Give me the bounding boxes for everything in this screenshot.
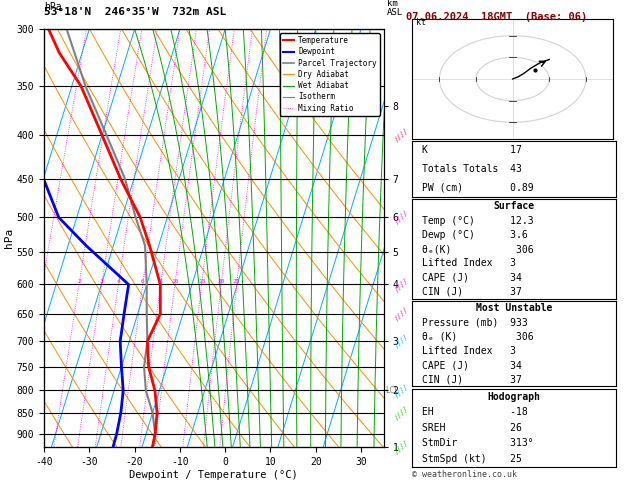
Text: 25: 25 xyxy=(233,279,240,284)
Text: 3: 3 xyxy=(100,279,104,284)
Text: ////: //// xyxy=(393,382,409,399)
Text: StmSpd (kt)    25: StmSpd (kt) 25 xyxy=(422,454,522,464)
Text: 53°18'N  246°35'W  732m ASL: 53°18'N 246°35'W 732m ASL xyxy=(44,7,226,17)
Text: kt: kt xyxy=(416,18,426,27)
Text: Lifted Index   3: Lifted Index 3 xyxy=(422,258,516,268)
Text: ////: //// xyxy=(393,306,409,322)
Text: SREH           26: SREH 26 xyxy=(422,423,522,433)
Text: CAPE (J)       34: CAPE (J) 34 xyxy=(422,360,522,370)
Text: 8: 8 xyxy=(159,279,162,284)
Text: Totals Totals  43: Totals Totals 43 xyxy=(422,164,522,174)
Text: ////: //// xyxy=(393,405,409,421)
Text: © weatheronline.co.uk: © weatheronline.co.uk xyxy=(412,469,517,479)
Text: LCL: LCL xyxy=(385,386,399,395)
Text: θₑ (K)          306: θₑ (K) 306 xyxy=(422,332,534,342)
Y-axis label: hPa: hPa xyxy=(4,228,14,248)
X-axis label: Dewpoint / Temperature (°C): Dewpoint / Temperature (°C) xyxy=(130,469,298,480)
Text: 07.06.2024  18GMT  (Base: 06): 07.06.2024 18GMT (Base: 06) xyxy=(406,12,587,22)
Legend: Temperature, Dewpoint, Parcel Trajectory, Dry Adiabat, Wet Adiabat, Isotherm, Mi: Temperature, Dewpoint, Parcel Trajectory… xyxy=(280,33,380,116)
Text: CIN (J)        37: CIN (J) 37 xyxy=(422,287,522,297)
Text: ////: //// xyxy=(393,127,409,143)
Text: ////: //// xyxy=(393,439,409,455)
Text: ////: //// xyxy=(393,333,409,349)
Text: Dewp (°C)      3.6: Dewp (°C) 3.6 xyxy=(422,230,528,240)
Text: CAPE (J)       34: CAPE (J) 34 xyxy=(422,273,522,282)
Text: θₑ(K)           306: θₑ(K) 306 xyxy=(422,244,534,254)
Text: km
ASL: km ASL xyxy=(387,0,403,17)
Text: 20: 20 xyxy=(218,279,225,284)
Text: ////: //// xyxy=(393,209,409,226)
Text: ////: //// xyxy=(393,277,409,293)
Text: PW (cm)        0.89: PW (cm) 0.89 xyxy=(422,183,534,192)
Text: K              17: K 17 xyxy=(422,145,522,155)
Text: StmDir         313°: StmDir 313° xyxy=(422,438,534,448)
Text: hPa: hPa xyxy=(44,2,62,12)
Text: 2: 2 xyxy=(77,279,81,284)
Text: Hodograph: Hodograph xyxy=(487,392,541,401)
Text: Most Unstable: Most Unstable xyxy=(476,303,552,313)
Text: 10: 10 xyxy=(171,279,179,284)
Text: Pressure (mb)  933: Pressure (mb) 933 xyxy=(422,317,528,328)
Text: 15: 15 xyxy=(198,279,205,284)
Text: Surface: Surface xyxy=(494,201,535,211)
Text: EH             -18: EH -18 xyxy=(422,407,528,417)
Text: CIN (J)        37: CIN (J) 37 xyxy=(422,374,522,384)
Text: Temp (°C)      12.3: Temp (°C) 12.3 xyxy=(422,216,534,226)
Text: 4: 4 xyxy=(116,279,120,284)
Text: Lifted Index   3: Lifted Index 3 xyxy=(422,346,516,356)
Text: 6: 6 xyxy=(141,279,145,284)
Y-axis label: Mixing Ratio (g/kg): Mixing Ratio (g/kg) xyxy=(425,187,435,289)
